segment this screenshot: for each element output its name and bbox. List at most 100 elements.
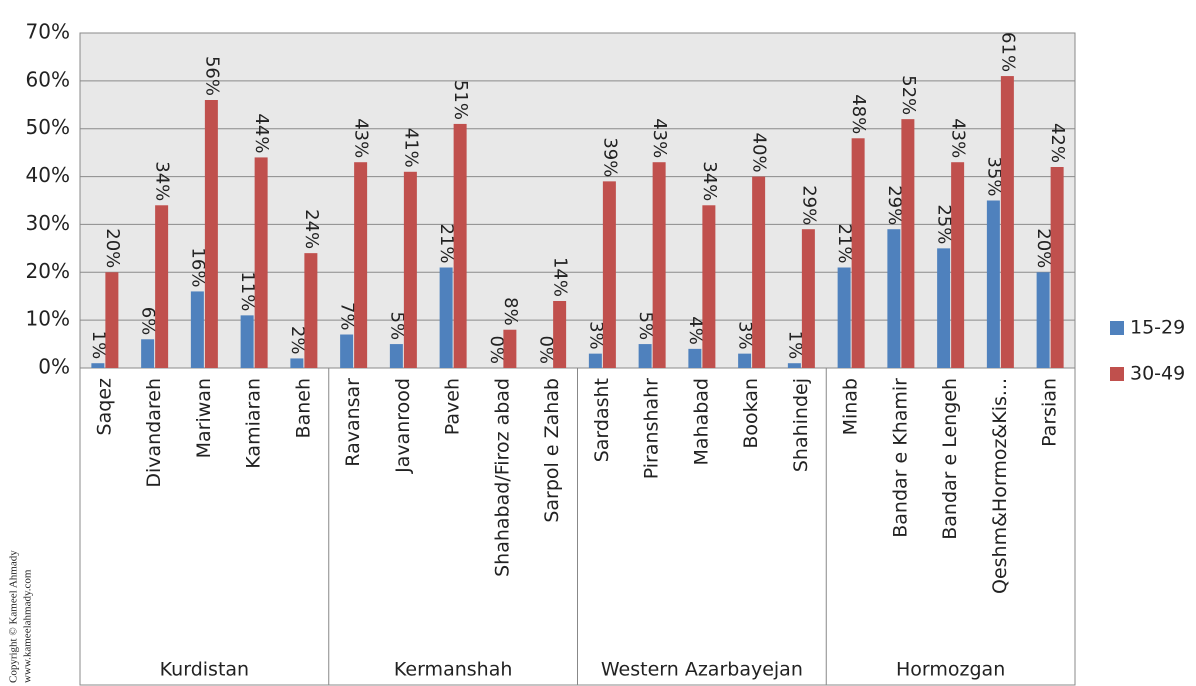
y-tick-label: 20% [26, 259, 70, 283]
data-label: 43% [948, 118, 969, 158]
bar [588, 353, 602, 368]
data-label: 51% [450, 80, 471, 120]
bar [340, 334, 354, 368]
x-tick-label: Bandar e Lengeh [939, 378, 961, 540]
data-label: 34% [699, 161, 720, 201]
data-label: 21% [834, 223, 855, 263]
x-tick-label: Kamiaran [243, 378, 265, 469]
data-label: 43% [649, 118, 670, 158]
x-tick-label: Piranshahr [641, 378, 663, 479]
bar [553, 301, 567, 368]
legend-label: 15-29 [1130, 317, 1185, 339]
bar [155, 205, 169, 368]
bar [638, 344, 652, 368]
data-label: 21% [436, 223, 457, 263]
bar [986, 200, 1000, 368]
bar [602, 181, 616, 368]
bar [887, 229, 901, 368]
bar [204, 100, 218, 368]
group-label: Kurdistan [160, 659, 249, 681]
bar [240, 315, 254, 368]
bar [1050, 167, 1064, 368]
bar [937, 248, 951, 368]
bar [752, 176, 766, 368]
y-tick-label: 0% [38, 355, 70, 379]
bar [254, 157, 268, 368]
data-label: 43% [351, 118, 372, 158]
data-label: 6% [138, 307, 159, 336]
y-tick-label: 40% [26, 163, 70, 187]
y-tick-label: 30% [26, 211, 70, 235]
x-tick-label: Bandar e Khamir [889, 378, 911, 538]
bar [403, 171, 417, 368]
group-label: Kermanshah [394, 659, 513, 681]
data-label: 44% [251, 113, 272, 153]
bar [738, 353, 752, 368]
bar [652, 162, 666, 368]
data-label: 20% [1033, 228, 1054, 268]
plot-area [79, 32, 1076, 369]
bar [190, 291, 204, 368]
data-label: 5% [386, 312, 407, 341]
bar [837, 267, 851, 368]
bar [702, 205, 716, 368]
data-label: 48% [848, 94, 869, 134]
bar [290, 358, 304, 368]
data-label: 29% [884, 185, 905, 225]
x-tick-label: Shahindej [790, 378, 812, 472]
x-tick-label: Mariwan [193, 378, 215, 458]
data-label: 0% [486, 335, 507, 364]
data-label: 5% [635, 312, 656, 341]
bar [105, 272, 119, 368]
bar [453, 123, 467, 368]
x-tick-label: Bookan [740, 378, 762, 449]
x-tick-label: Paveh [442, 378, 464, 435]
x-tick-label: Ravansar [342, 378, 364, 467]
data-label: 41% [400, 128, 421, 168]
y-tick-label: 70% [26, 20, 70, 44]
data-label: 34% [152, 161, 173, 201]
x-tick-label: Minab [840, 378, 862, 435]
y-tick-label: 60% [26, 67, 70, 91]
data-label: 20% [102, 228, 123, 268]
data-label: 52% [898, 75, 919, 115]
data-label: 0% [536, 335, 557, 364]
copyright: www.kameelahmady.com [22, 569, 34, 683]
data-label: 35% [983, 156, 1004, 196]
data-label: 1% [784, 331, 805, 360]
data-label: 1% [88, 331, 109, 360]
bar [439, 267, 453, 368]
copyright: Copyright © Kameel Ahmady [8, 550, 20, 683]
x-tick-label: Sarpol e Zahab [541, 378, 563, 523]
bar [1036, 272, 1050, 368]
x-tick-label: Sardasht [591, 378, 613, 462]
data-label: 42% [1047, 123, 1068, 163]
legend-swatch [1110, 367, 1124, 381]
data-label: 24% [301, 209, 322, 249]
x-tick-label: Divandareh [143, 378, 165, 488]
bar [304, 253, 318, 368]
bar [901, 119, 915, 369]
group-label: Hormozgan [896, 659, 1005, 681]
bar [787, 363, 801, 368]
data-label: 29% [798, 185, 819, 225]
bar [851, 138, 865, 368]
legend-label: 30-49 [1130, 363, 1185, 385]
x-tick-label: Javanrood [392, 378, 414, 474]
data-label: 3% [585, 321, 606, 350]
data-label: 7% [337, 302, 358, 331]
legend-swatch [1110, 321, 1124, 335]
bar [688, 348, 702, 368]
data-label: 56% [201, 56, 222, 96]
data-label: 8% [500, 297, 521, 326]
data-label: 25% [934, 204, 955, 244]
data-label: 61% [997, 32, 1018, 72]
data-label: 40% [749, 133, 770, 173]
group-label: Western Azarbayejan [601, 659, 803, 681]
bar [1000, 76, 1014, 369]
x-tick-label: Shahabad/Firoz abad [491, 378, 513, 577]
data-label: 4% [685, 316, 706, 345]
bar [141, 339, 155, 368]
data-label: 16% [187, 247, 208, 287]
